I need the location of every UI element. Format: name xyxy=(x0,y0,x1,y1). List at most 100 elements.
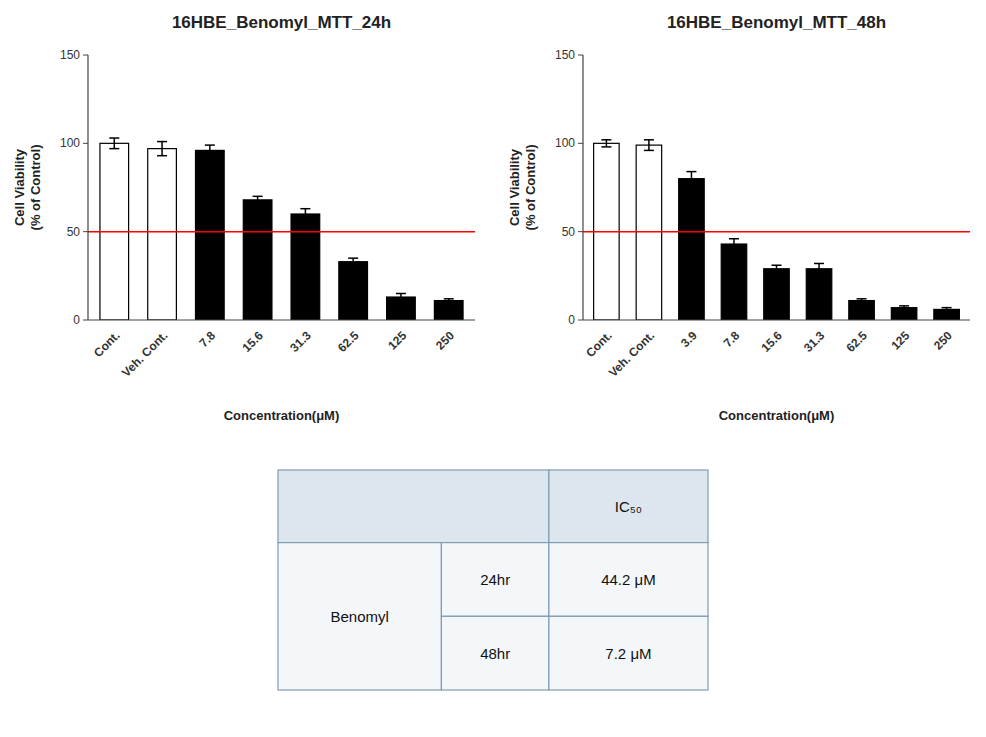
bar xyxy=(434,301,463,320)
bar xyxy=(721,244,747,320)
error-bar xyxy=(109,138,119,149)
table-header-cell xyxy=(278,470,549,543)
x-tick-label: 250 xyxy=(931,328,955,352)
error-bar-stem xyxy=(776,265,778,272)
error-bar-cap xyxy=(772,272,782,274)
error-bar-cap xyxy=(772,264,782,266)
bar xyxy=(849,301,875,320)
table-header-cell xyxy=(549,470,708,543)
error-bar-stem xyxy=(305,209,307,220)
bar xyxy=(679,179,705,320)
error-bar-cap xyxy=(942,310,952,312)
y-tick xyxy=(83,55,88,56)
reference-line xyxy=(88,231,475,233)
error-bar-cap xyxy=(644,139,654,141)
bar xyxy=(339,262,368,320)
y-tick-label: 50 xyxy=(67,225,81,239)
error-bar-cap xyxy=(899,309,909,311)
error-bar xyxy=(942,308,952,312)
error-bar-cap xyxy=(814,273,824,275)
x-tick-label: 15.6 xyxy=(240,328,267,355)
x-axis-label: Concentration(μM) xyxy=(224,408,340,423)
table-cell xyxy=(549,543,708,617)
figure: 16HBE_Benomyl_MTT_24h 0 50 100 150 Cell Viabi… xyxy=(0,0,986,737)
error-bar-cap xyxy=(729,238,739,240)
y-tick xyxy=(578,231,583,232)
error-bar xyxy=(772,265,782,272)
y-axis-line xyxy=(582,55,583,320)
table: IC₅₀Benomyl24hr44.2 μM48hr7.2 μM xyxy=(278,470,708,690)
table-cell-text: 44.2 μM xyxy=(601,571,656,588)
x-tick-label: 250 xyxy=(433,328,457,352)
bar xyxy=(196,150,225,320)
error-bar-cap xyxy=(348,257,358,259)
reference-line xyxy=(583,231,970,233)
error-bar-cap xyxy=(157,155,167,157)
error-bar xyxy=(729,239,739,250)
error-bar-stem xyxy=(733,239,735,250)
y-axis-label: Cell Viability(% of Control) xyxy=(507,145,538,231)
table-header-text: IC₅₀ xyxy=(615,498,642,515)
error-bar-cap xyxy=(253,196,263,198)
x-tick-label: 3.9 xyxy=(678,328,700,350)
table-cell xyxy=(278,543,441,690)
y-tick-label: 150 xyxy=(60,48,80,62)
y-tick-label: 50 xyxy=(562,225,576,239)
error-bar-cap xyxy=(396,293,406,295)
error-bar-cap xyxy=(205,144,215,146)
bar xyxy=(764,269,790,320)
y-axis-label-line: (% of Control) xyxy=(28,145,43,231)
x-tick-label: 31.3 xyxy=(287,328,314,355)
x-tick-label: 125 xyxy=(385,328,409,352)
y-axis-line xyxy=(87,55,88,320)
error-bar-cap xyxy=(857,302,867,304)
error-bar-cap xyxy=(300,219,310,221)
error-bar-cap xyxy=(644,150,654,152)
x-tick-label: Veh. Cont. xyxy=(606,328,657,379)
error-bar-cap xyxy=(729,249,739,251)
error-bar-cap xyxy=(686,185,696,187)
error-bar-cap xyxy=(942,307,952,309)
y-axis-label-line: (% of Control) xyxy=(523,145,538,231)
y-axis-label: Cell Viability(% of Control) xyxy=(12,145,43,231)
error-bar xyxy=(396,294,406,301)
error-bar-cap xyxy=(899,305,909,307)
bar xyxy=(148,149,177,320)
x-axis-label: Concentration(μM) xyxy=(719,408,835,423)
y-tick-label: 0 xyxy=(568,313,575,327)
error-bar xyxy=(601,140,611,147)
x-tick-label: 62.5 xyxy=(843,328,870,355)
error-bar xyxy=(348,258,358,265)
y-tick xyxy=(83,231,88,232)
x-tick-label: Cont. xyxy=(91,328,123,360)
x-tick-label: 62.5 xyxy=(335,328,362,355)
x-tick-label: 125 xyxy=(888,328,912,352)
bar-chart: 16HBE_Benomyl_MTT_24h050100150Cell Viabi… xyxy=(12,13,475,423)
error-bar xyxy=(857,299,867,303)
error-bar-cap xyxy=(814,263,824,265)
bar xyxy=(934,309,960,320)
table-cell-text: 7.2 μM xyxy=(605,645,651,662)
x-axis-line xyxy=(583,319,970,320)
error-bar-cap xyxy=(396,300,406,302)
error-bar-cap xyxy=(601,139,611,141)
error-bar-stem xyxy=(161,142,163,156)
error-bar-cap xyxy=(857,298,867,300)
plot-area xyxy=(88,138,475,320)
table-row-label: Benomyl xyxy=(331,608,389,625)
error-bar-cap xyxy=(157,141,167,143)
error-bar-stem xyxy=(606,140,608,147)
chart-title: 16HBE_Benomyl_MTT_24h xyxy=(172,13,391,32)
error-bar-stem xyxy=(209,145,211,156)
y-tick xyxy=(83,143,88,144)
table-cell xyxy=(549,616,708,690)
error-bar xyxy=(899,306,909,310)
error-bar-cap xyxy=(348,264,358,266)
x-tick-label: 7.8 xyxy=(721,328,743,350)
error-bar-stem xyxy=(691,172,693,186)
y-tick-label: 100 xyxy=(555,136,575,150)
error-bar-cap xyxy=(444,298,454,300)
x-axis-line xyxy=(88,319,475,320)
bar xyxy=(243,200,272,320)
error-bar-stem xyxy=(400,294,402,301)
